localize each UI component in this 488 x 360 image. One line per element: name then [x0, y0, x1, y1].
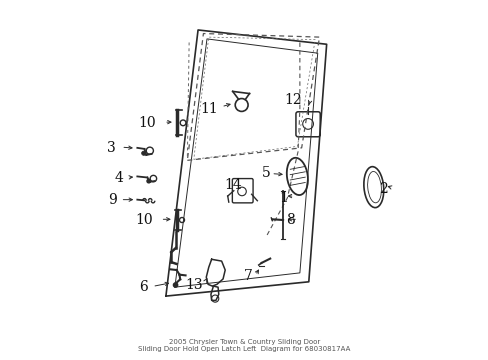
Text: 5: 5	[261, 166, 270, 180]
Text: 7: 7	[243, 269, 252, 283]
Text: 10: 10	[135, 213, 153, 227]
Text: 1: 1	[279, 191, 287, 205]
Text: 4: 4	[114, 171, 123, 185]
Circle shape	[142, 151, 145, 156]
Text: 10: 10	[138, 116, 156, 130]
Text: 13: 13	[185, 278, 203, 292]
Text: 11: 11	[200, 102, 217, 116]
Text: 6: 6	[139, 280, 148, 294]
Text: 12: 12	[284, 93, 301, 107]
Text: 14: 14	[224, 178, 242, 192]
Text: 2: 2	[379, 182, 387, 196]
Text: 8: 8	[285, 213, 294, 227]
Circle shape	[147, 179, 150, 183]
Text: 9: 9	[108, 193, 117, 207]
Text: 3: 3	[107, 141, 116, 155]
Text: 2005 Chrysler Town & Country Sliding Door
Sliding Door Hold Open Latch Left  Dia: 2005 Chrysler Town & Country Sliding Doo…	[138, 339, 350, 352]
Circle shape	[173, 283, 177, 287]
